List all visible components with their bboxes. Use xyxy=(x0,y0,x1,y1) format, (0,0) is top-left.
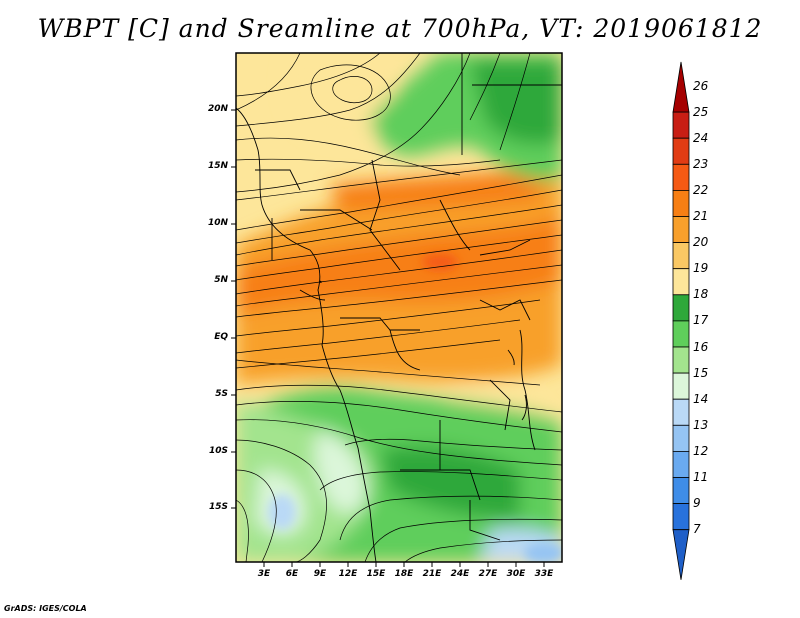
lat-label: 10S xyxy=(208,446,228,456)
colorbar-segment xyxy=(672,242,690,270)
lon-label: 24E xyxy=(450,569,470,579)
colorbar-segment xyxy=(672,503,690,531)
colorbar-segment xyxy=(672,346,690,374)
colorbar-segment xyxy=(672,163,690,191)
lon-label: 33E xyxy=(534,569,554,579)
country-borders xyxy=(236,53,562,562)
lon-label: 6E xyxy=(285,569,299,579)
wbpt-field xyxy=(236,53,562,562)
colorbar-segment xyxy=(672,189,690,217)
lat-label: 5N xyxy=(214,275,228,285)
colorbar-label: 25 xyxy=(693,105,709,119)
colorbar-segment xyxy=(672,268,690,296)
lat-label: 5S xyxy=(215,389,228,399)
colorbar-segment xyxy=(672,529,690,580)
lon-label: 27E xyxy=(478,569,498,579)
colorbar-label: 22 xyxy=(693,183,709,197)
colorbar-segment xyxy=(672,216,690,244)
colorbar-label: 24 xyxy=(693,131,709,145)
colorbar-label: 9 xyxy=(693,496,701,510)
lon-label: 18E xyxy=(394,569,414,579)
colorbar-segment xyxy=(672,320,690,348)
colorbar-segment xyxy=(672,294,690,322)
colorbar-label: 14 xyxy=(693,392,709,406)
colorbar-segment xyxy=(672,450,690,478)
lon-label: 3E xyxy=(257,569,271,579)
colorbar xyxy=(672,61,690,580)
colorbar-label: 16 xyxy=(693,340,709,354)
colorbar-label: 18 xyxy=(693,287,709,301)
lat-label: 15N xyxy=(207,161,228,171)
lat-label: 15S xyxy=(208,502,228,512)
axis-ticks xyxy=(231,109,545,567)
colorbar-segment xyxy=(672,137,690,165)
map-frame xyxy=(235,52,563,563)
colorbar-segment xyxy=(672,424,690,452)
colorbar-label: 15 xyxy=(693,366,709,380)
colorbar-label: 12 xyxy=(693,444,709,458)
colorbar-label: 7 xyxy=(693,522,701,536)
lat-label: 10N xyxy=(207,218,228,228)
colorbar-label: 20 xyxy=(693,235,709,249)
colorbar-segment xyxy=(672,398,690,426)
lon-label: 15E xyxy=(366,569,386,579)
colorbar-segment xyxy=(672,61,690,113)
lon-label: 12E xyxy=(338,569,358,579)
lat-label: 20N xyxy=(207,104,228,114)
colorbar-label: 17 xyxy=(693,313,709,327)
grads-credit: GrADS: IGES/COLA xyxy=(4,604,87,613)
colorbar-label: 26 xyxy=(693,79,709,93)
colorbar-label: 13 xyxy=(693,418,709,432)
lat-label: EQ xyxy=(214,332,228,342)
colorbar-segment xyxy=(672,111,690,139)
colorbar-segment xyxy=(672,477,690,505)
lon-label: 9E xyxy=(313,569,327,579)
colorbar-segment xyxy=(672,372,690,400)
lon-label: 21E xyxy=(422,569,442,579)
colorbar-label: 11 xyxy=(693,470,709,484)
colorbar-label: 23 xyxy=(693,157,709,171)
colorbar-label: 21 xyxy=(693,209,709,223)
lon-label: 30E xyxy=(506,569,526,579)
streamlines xyxy=(236,53,562,562)
colorbar-label: 19 xyxy=(693,261,709,275)
chart-title: WBPT [C] and Sreamline at 700hPa, VT: 20… xyxy=(37,14,763,43)
